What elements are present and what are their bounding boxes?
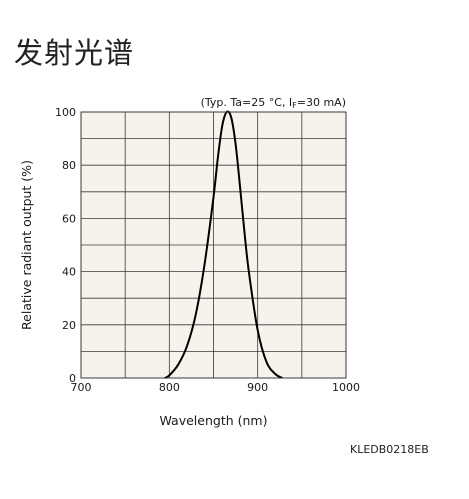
y-tick-label: 0 xyxy=(69,372,76,385)
plot-frame xyxy=(80,111,347,379)
y-tick-label: 100 xyxy=(55,106,76,119)
chart-annotation: (Typ. Ta=25 °C, IF=30 mA) xyxy=(201,96,346,110)
page-title: 发射光谱 xyxy=(14,36,135,70)
x-axis-label: Wavelength (nm) xyxy=(160,413,268,428)
tick-labels: 700 800 900 1000 0 20 40 60 80 100 xyxy=(55,106,360,394)
x-tick-label: 1000 xyxy=(332,381,360,394)
figure-code: KLEDB0218EB xyxy=(350,443,429,456)
x-tick-label: 900 xyxy=(247,381,268,394)
y-tick-label: 40 xyxy=(62,266,76,279)
x-tick-label: 800 xyxy=(159,381,180,394)
y-tick-label: 80 xyxy=(62,159,76,172)
y-tick-label: 20 xyxy=(62,319,76,332)
y-axis-label: Relative radiant output (%) xyxy=(19,160,34,330)
x-tick-label: 700 xyxy=(71,381,92,394)
y-tick-label: 60 xyxy=(62,212,76,225)
